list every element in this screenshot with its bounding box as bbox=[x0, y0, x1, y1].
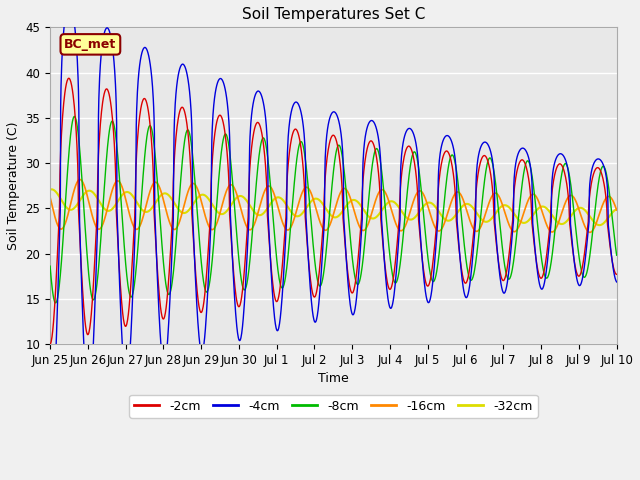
Legend: -2cm, -4cm, -8cm, -16cm, -32cm: -2cm, -4cm, -8cm, -16cm, -32cm bbox=[129, 395, 538, 418]
Y-axis label: Soil Temperature (C): Soil Temperature (C) bbox=[7, 121, 20, 250]
Text: BC_met: BC_met bbox=[64, 38, 116, 51]
Title: Soil Temperatures Set C: Soil Temperatures Set C bbox=[242, 7, 425, 22]
X-axis label: Time: Time bbox=[318, 372, 349, 385]
